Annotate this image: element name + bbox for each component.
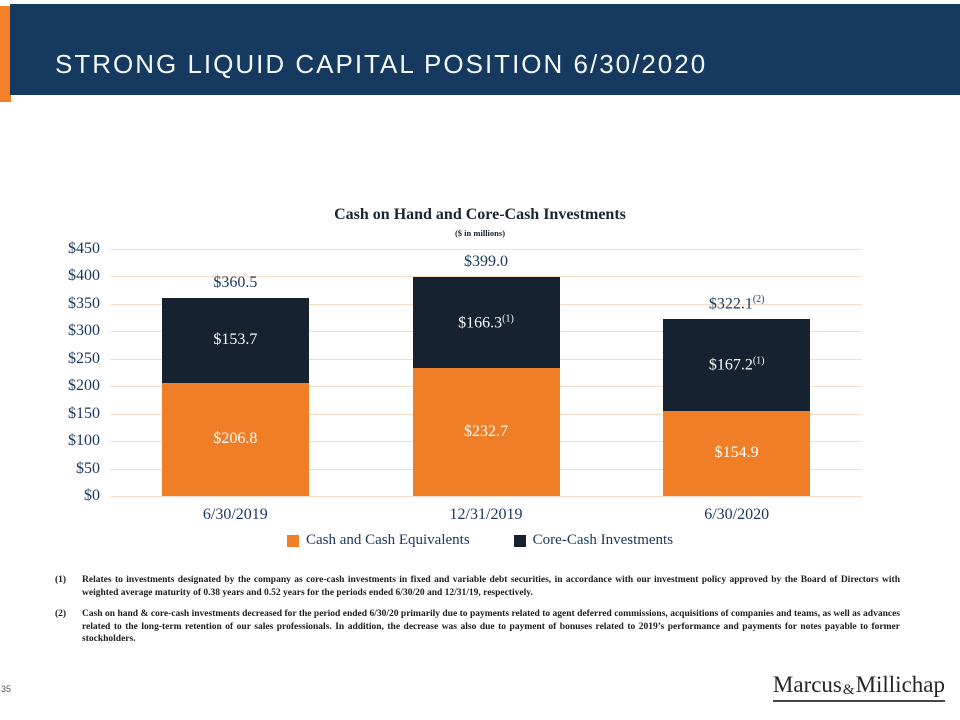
gridline bbox=[110, 276, 862, 278]
footnote-1: (1) Relates to investments designated by… bbox=[55, 574, 900, 599]
footnote-marker: (1) bbox=[55, 575, 67, 585]
y-axis-tick-label: $350 bbox=[68, 294, 100, 312]
bar-value-label: $153.7 bbox=[213, 331, 258, 349]
x-axis-category-label: 12/31/2019 bbox=[449, 506, 523, 523]
bar-segment-cash: $154.9 bbox=[663, 410, 811, 496]
footnote-marker: (2) bbox=[55, 609, 67, 619]
page-number: 35 bbox=[1, 684, 12, 694]
footnote-text: Relates to investments designated by the… bbox=[82, 575, 900, 598]
y-axis-tick-label: $150 bbox=[68, 404, 100, 422]
footnote-text: Cash on hand & core-cash investments dec… bbox=[82, 609, 900, 644]
bar-segment-core-cash: $166.3(1) bbox=[412, 277, 560, 369]
footnotes: (1) Relates to investments designated by… bbox=[55, 574, 900, 655]
x-axis-category-label: 6/30/2020 bbox=[704, 506, 770, 523]
accent-bar bbox=[0, 6, 11, 102]
bar-segment-cash: $206.8 bbox=[161, 382, 309, 496]
y-axis-tick-label: $200 bbox=[68, 377, 100, 395]
bar-value-label: $154.9 bbox=[714, 444, 759, 462]
bar-value-label: $232.7 bbox=[464, 423, 508, 441]
bar-value-label: $167.2(1) bbox=[708, 355, 765, 374]
legend-swatch bbox=[286, 534, 299, 547]
chart-legend: Cash and Cash Equivalents Core-Cash Inves… bbox=[0, 532, 960, 549]
page-title: STRONG LIQUID CAPITAL POSITION 6/30/2020 bbox=[55, 49, 708, 79]
y-axis-tick-label: $0 bbox=[84, 487, 100, 504]
y-axis-tick-label: $100 bbox=[68, 432, 100, 450]
y-axis-tick-label: $50 bbox=[76, 459, 100, 477]
bar-total-label: $322.1(2) bbox=[708, 293, 765, 313]
bar-segment-core-cash: $167.2(1) bbox=[663, 319, 811, 411]
legend-item: Core-Cash Investments bbox=[513, 532, 674, 549]
bar-chart: $206.8 $153.7 $360.5 6/30/2019 $232.7 $166.3(… bbox=[110, 249, 862, 523]
legend-label: Core-Cash Investments bbox=[532, 532, 674, 548]
logo-part-1: Marcus bbox=[772, 672, 842, 697]
gridline bbox=[110, 249, 862, 250]
bar-segment-cash: $232.7 bbox=[412, 368, 560, 496]
footnote-2: (2) Cash on hand & core-cash investments… bbox=[55, 608, 900, 646]
y-axis-tick-label: $450 bbox=[68, 240, 100, 257]
chart-title: Cash on Hand and Core-Cash Investments bbox=[334, 206, 626, 223]
legend-swatch bbox=[513, 534, 526, 547]
company-logo: Marcus&Millichap bbox=[772, 672, 945, 702]
logo-ampersand: & bbox=[842, 682, 855, 698]
bar-value-label: $206.8 bbox=[213, 430, 258, 448]
legend-item: Cash and Cash Equivalents bbox=[286, 532, 470, 549]
y-axis: $450 $400 $350 $300 $250 $200 $150 $100 $50 $0 bbox=[0, 240, 100, 504]
logo-part-2: Millichap bbox=[855, 672, 945, 697]
bar-value-label: $166.3(1) bbox=[458, 312, 514, 332]
bar-total-label: $399.0 bbox=[464, 253, 508, 270]
y-axis-tick-label: $300 bbox=[68, 322, 100, 340]
gridline bbox=[110, 496, 862, 497]
bar-total-label: $360.5 bbox=[213, 274, 258, 292]
y-axis-tick-label: $250 bbox=[68, 349, 100, 367]
y-axis-tick-label: $400 bbox=[68, 267, 100, 285]
bar-segment-core-cash: $153.7 bbox=[161, 298, 309, 383]
x-axis-category-label: 6/30/2019 bbox=[202, 506, 268, 523]
slide-header bbox=[10, 4, 960, 95]
legend-label: Cash and Cash Equivalents bbox=[305, 532, 470, 548]
chart-subtitle: ($ in millions) bbox=[454, 228, 506, 238]
